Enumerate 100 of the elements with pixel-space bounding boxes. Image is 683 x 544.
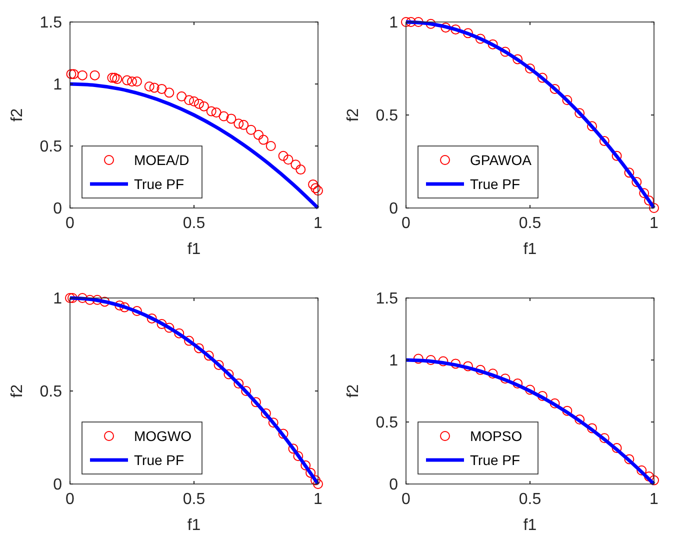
point xyxy=(278,150,288,161)
point xyxy=(413,17,424,27)
x-tick-label: 1 xyxy=(314,215,323,232)
legend-label: MOEA/D xyxy=(134,152,190,168)
point xyxy=(68,69,79,80)
point xyxy=(194,98,204,109)
point xyxy=(211,108,222,118)
x-tick-label: 0 xyxy=(402,491,411,508)
point xyxy=(234,118,244,129)
point xyxy=(537,72,548,83)
point xyxy=(500,374,510,384)
y-axis-title: f2 xyxy=(9,108,26,122)
point xyxy=(156,319,167,330)
x-tick-label: 1 xyxy=(650,491,659,508)
point xyxy=(639,188,650,198)
legend-label: MOGWO xyxy=(134,428,192,444)
point xyxy=(144,81,154,92)
x-tick-label: 0 xyxy=(402,215,411,232)
point xyxy=(100,296,110,307)
legend-label: True PF xyxy=(134,452,184,468)
point xyxy=(246,124,256,135)
point xyxy=(636,465,647,476)
point xyxy=(122,75,132,86)
point xyxy=(218,111,229,122)
point xyxy=(413,354,424,364)
y-tick-label: 1.5 xyxy=(40,14,62,32)
point xyxy=(226,114,236,124)
point xyxy=(189,96,199,106)
point xyxy=(632,176,642,187)
x-axis-title: f1 xyxy=(523,517,537,534)
point xyxy=(293,451,304,462)
point xyxy=(110,72,120,83)
point xyxy=(475,34,486,44)
point xyxy=(112,74,122,84)
y-axis-title: f2 xyxy=(9,384,26,398)
point xyxy=(184,95,194,106)
point xyxy=(574,108,585,118)
y-tick-label: 1 xyxy=(389,14,398,32)
legend-label: True PF xyxy=(470,176,520,192)
y-tick-label: 0 xyxy=(389,476,398,494)
y-tick-label: 1 xyxy=(389,352,398,370)
point xyxy=(644,196,654,206)
point xyxy=(65,293,75,303)
point xyxy=(644,472,654,482)
point xyxy=(251,397,261,408)
point xyxy=(550,84,560,94)
y-axis-title: f2 xyxy=(345,108,362,122)
point xyxy=(66,69,76,80)
point xyxy=(562,95,572,106)
point xyxy=(77,70,88,80)
point xyxy=(512,378,523,389)
y-tick-label: 0.5 xyxy=(40,384,62,401)
point xyxy=(488,368,498,379)
point xyxy=(241,386,252,396)
y-tick-label: 0 xyxy=(53,200,62,218)
legend-label: MOPSO xyxy=(470,428,522,444)
point xyxy=(132,76,142,87)
point xyxy=(599,433,610,444)
legend-label: True PF xyxy=(134,176,184,192)
x-axis-title: f1 xyxy=(187,517,201,534)
point xyxy=(164,88,174,98)
point xyxy=(500,46,510,57)
x-tick-label: 0.5 xyxy=(518,215,542,232)
point xyxy=(300,460,311,470)
point xyxy=(624,168,634,178)
point xyxy=(283,154,294,165)
x-tick-label: 0.5 xyxy=(182,491,206,508)
point xyxy=(278,428,288,439)
point xyxy=(624,454,634,464)
point xyxy=(649,475,659,486)
point xyxy=(612,443,622,454)
point xyxy=(266,141,276,151)
point xyxy=(313,186,323,196)
point xyxy=(488,39,498,50)
point xyxy=(290,160,301,170)
x-axis-title: f1 xyxy=(187,241,201,258)
point xyxy=(537,390,548,401)
point xyxy=(127,76,137,87)
point xyxy=(114,300,125,310)
x-axis-title: f1 xyxy=(523,241,537,258)
point xyxy=(587,423,597,434)
x-tick-label: 1 xyxy=(314,491,323,508)
point xyxy=(587,121,597,132)
point xyxy=(194,343,204,354)
point xyxy=(92,294,102,305)
legend-label: True PF xyxy=(470,452,520,468)
point xyxy=(184,336,194,346)
point xyxy=(174,328,184,338)
point xyxy=(463,361,473,372)
point xyxy=(146,313,157,324)
point xyxy=(238,120,249,130)
y-tick-label: 0 xyxy=(389,200,398,218)
point xyxy=(438,356,448,366)
line-series xyxy=(68,82,320,210)
point xyxy=(224,369,234,380)
y-tick-label: 1 xyxy=(53,290,62,308)
point xyxy=(164,322,174,333)
point xyxy=(296,164,306,175)
point xyxy=(176,91,187,102)
point xyxy=(132,306,142,316)
